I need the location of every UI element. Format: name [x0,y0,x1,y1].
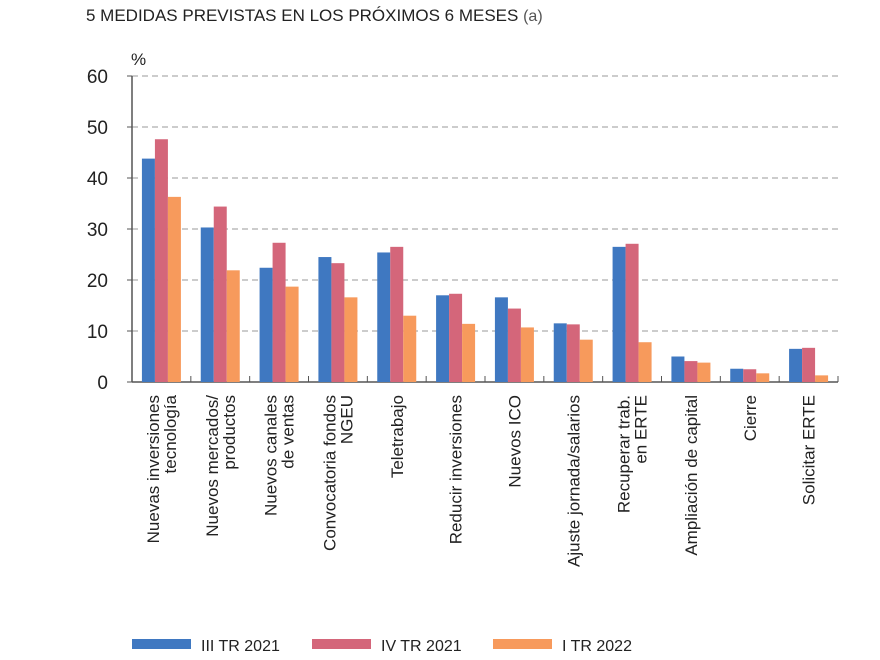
bar [449,293,463,382]
x-tick-label: Reducir inversiones [447,395,466,544]
x-tick-label: tecnología [161,394,180,473]
chart-title-note: (a) [523,8,543,25]
y-tick-label: 60 [87,67,108,88]
bar [520,327,534,382]
bar [671,356,685,382]
bar [390,246,404,382]
bar [802,347,816,382]
x-tick-label: Nuevos canales [262,395,281,516]
y-axis-unit: % [131,50,146,69]
y-tick-label: 30 [87,220,108,241]
bar [436,295,450,382]
bar [507,308,521,382]
bar [318,257,332,382]
x-tick-label: NGEU [337,395,356,444]
bar [167,196,181,382]
bar [566,324,580,382]
bar [579,339,593,382]
x-tick-label: Ajuste jornada/salarios [564,395,583,567]
bar [730,368,744,382]
x-tick-label: en ERTE [632,395,651,464]
legend-label: III TR 2021 [201,638,280,655]
x-tick-label: Cierre [741,395,760,441]
y-tick-label: 20 [87,271,108,292]
chart-title: 5 MEDIDAS PREVISTAS EN LOS PRÓXIMOS 6 ME… [86,6,543,26]
x-tick-label: productos [220,395,239,470]
bar [141,158,155,382]
x-tick-label: de ventas [279,395,298,469]
bar [272,242,286,382]
x-tick-label: Nuevas inversiones [144,395,163,543]
x-tick-label: Convocatoria fondos [320,395,339,551]
bar [815,375,829,382]
y-tick-label: 50 [87,118,108,139]
x-tick-label: Nuevos ICO [505,395,524,488]
legend-swatch [132,639,191,649]
x-tick-label: Recuperar trab. [615,395,634,513]
x-tick-label: Teletrabajo [388,395,407,478]
legend-swatch [312,639,371,649]
legend-swatch [493,639,552,649]
bar [789,348,803,382]
x-tick-label: Solicitar ERTE [800,395,819,505]
bar [344,297,358,382]
bar [154,139,168,382]
bar [638,342,652,382]
legend-label: IV TR 2021 [381,638,462,655]
bar [226,270,240,382]
bar [285,286,299,382]
bar [697,362,711,382]
y-tick-label: 0 [97,373,108,394]
bar [756,373,770,382]
bar [331,263,345,382]
y-tick-label: 10 [87,322,108,343]
bar [462,323,476,382]
legend-label: I TR 2022 [562,638,632,655]
x-tick-label: Ampliación de capital [682,395,701,556]
bar [684,361,698,382]
bar [625,243,639,382]
bar [403,315,417,382]
chart-title-text: 5 MEDIDAS PREVISTAS EN LOS PRÓXIMOS 6 ME… [86,6,519,25]
bar [377,252,391,382]
bar [553,323,567,382]
bar [743,369,757,382]
y-tick-label: 40 [87,169,108,190]
bar [259,267,273,382]
bar [612,246,626,382]
bar [213,206,227,382]
bar [200,227,214,382]
x-tick-label: Nuevos mercados/ [203,395,222,537]
bar [494,297,508,382]
